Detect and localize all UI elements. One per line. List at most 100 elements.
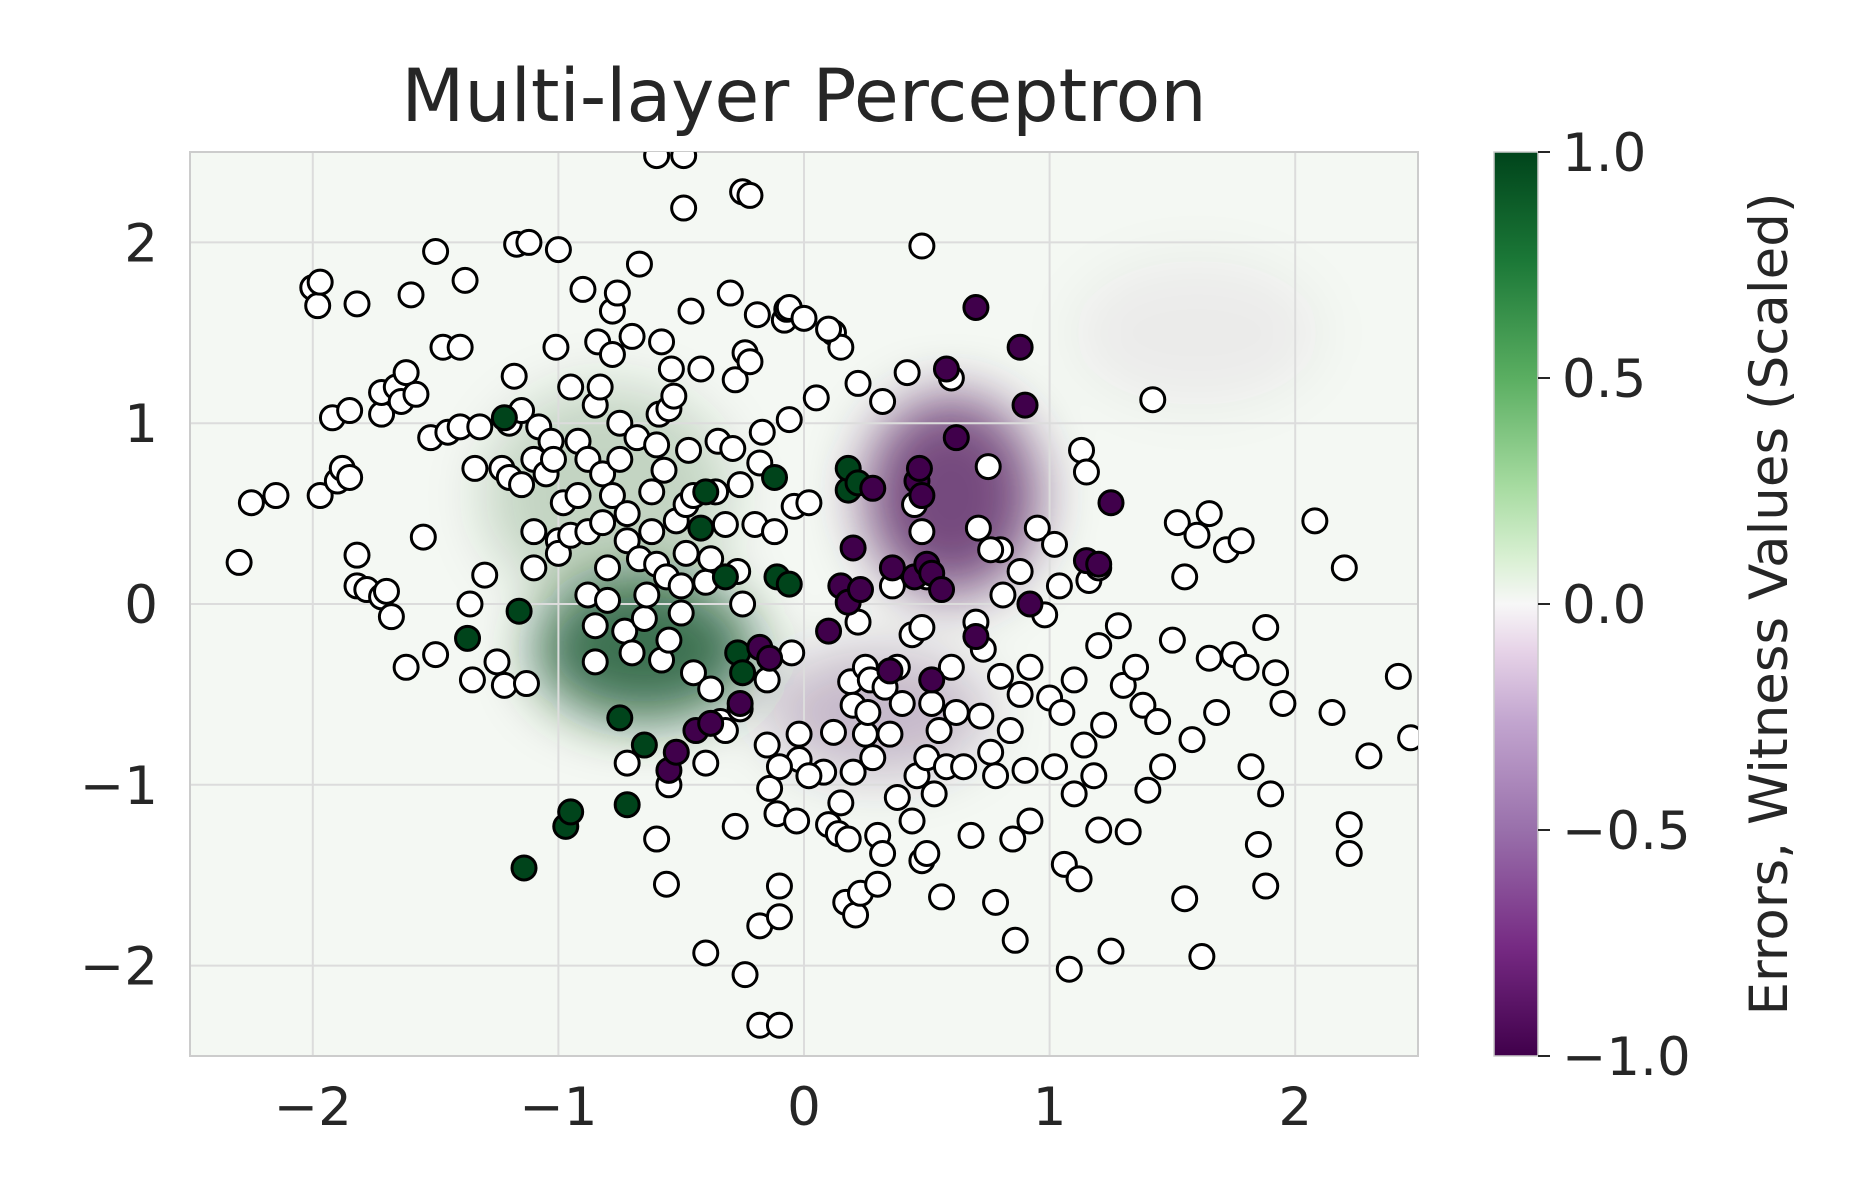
scatter-point-error-negative <box>908 482 936 510</box>
scatter-point-correct <box>839 758 867 786</box>
scatter-point-correct <box>392 653 420 681</box>
scatter-point-correct <box>336 463 364 491</box>
scatter-point-correct <box>1355 742 1383 770</box>
scatter-point-correct <box>262 482 290 510</box>
scatter-point-correct <box>1001 926 1029 954</box>
scatter-point-correct <box>1171 885 1199 913</box>
scatter-point-correct <box>1335 811 1363 839</box>
scatter-point-correct <box>864 870 892 898</box>
scatter-point-correct <box>1237 753 1265 781</box>
scatter-point-correct <box>795 762 823 790</box>
scatter-point-correct <box>594 554 622 582</box>
scatter-point-error-negative <box>1097 489 1125 517</box>
scatter-point-correct <box>785 720 813 748</box>
scatter-point-correct <box>557 373 585 401</box>
scatter-point-correct <box>670 152 698 170</box>
scatter-point-correct <box>594 586 622 614</box>
scatter-point-correct <box>650 456 678 484</box>
scatter-point-error-positive <box>510 854 538 882</box>
x-axis-ticks: −2 −1 0 1 2 <box>274 1077 1312 1138</box>
scatter-point-correct <box>928 883 956 911</box>
scatter-point-correct <box>819 718 847 746</box>
scatter-point-correct <box>859 744 887 772</box>
scatter-point-correct <box>569 275 597 303</box>
scatter-point-correct <box>815 315 843 343</box>
scatter-point-correct <box>765 872 793 900</box>
scatter-point-correct <box>964 514 992 542</box>
scatter-point-correct <box>613 500 641 528</box>
scatter-point-correct <box>633 581 661 609</box>
scatter-point-error-negative <box>756 644 784 672</box>
scatter-point-correct <box>508 471 536 499</box>
scatter-point-correct <box>729 590 757 618</box>
scatter-point-correct <box>1203 698 1231 726</box>
scatter-point-correct <box>1065 865 1093 893</box>
scatter-point-correct <box>1188 943 1216 971</box>
scatter-point-correct <box>520 554 548 582</box>
scatter-point-correct <box>515 228 543 256</box>
scatter-point-error-negative <box>876 657 904 685</box>
scatter-point-correct <box>795 489 823 517</box>
scatter-point-correct <box>483 648 511 676</box>
scatter-point-correct <box>392 359 420 387</box>
scatter-point-correct <box>606 445 634 473</box>
y-tick-label: 0 <box>124 575 158 636</box>
scatter-point-correct <box>402 380 430 408</box>
scatter-point-error-negative <box>918 666 946 694</box>
scatter-point-correct <box>756 774 784 802</box>
scatter-point-correct <box>692 939 720 967</box>
scatter-point-correct <box>1016 653 1044 681</box>
scatter-point-error-positive <box>729 659 757 687</box>
scatter-point-error-negative <box>839 534 867 562</box>
scatter-point-correct <box>721 812 749 840</box>
scatter-point-correct <box>1318 698 1346 726</box>
scatter-point-error-negative <box>815 617 843 645</box>
scatter-point-error-negative <box>1085 550 1113 578</box>
scatter-point-correct <box>761 518 789 546</box>
scatter-point-correct <box>1183 521 1211 549</box>
grid <box>190 152 1418 1056</box>
scatter-points <box>225 152 1418 1039</box>
scatter-point-correct <box>652 870 680 898</box>
scatter-point-correct <box>851 720 879 748</box>
scatter-point-correct <box>748 418 776 446</box>
scatter-point-correct <box>672 539 700 567</box>
scatter-point-correct <box>1045 572 1073 600</box>
scatter-point-correct <box>982 762 1010 790</box>
scatter-point-error-positive <box>613 791 641 819</box>
scatter-point-correct <box>1232 653 1260 681</box>
scatter-point-correct <box>898 807 926 835</box>
scatter-point-correct <box>844 369 872 397</box>
scatter-point-correct <box>977 536 1005 564</box>
scatter-point-correct <box>726 471 754 499</box>
scatter-point-correct <box>687 355 715 383</box>
scatter-point-correct <box>731 961 759 989</box>
scatter-point-error-positive <box>557 798 585 826</box>
scatter-point-correct <box>1114 818 1142 846</box>
scatter-point-correct <box>466 413 494 441</box>
scatter-point-correct <box>471 561 499 589</box>
scatter-point-correct <box>1171 563 1199 591</box>
scatter-point-correct <box>986 662 1014 690</box>
scatter-point-correct <box>500 362 528 390</box>
field-blob <box>1074 260 1320 406</box>
scatter-point-correct <box>667 599 695 627</box>
scatter-point-error-positive <box>490 404 518 432</box>
scatter-point-correct <box>603 279 631 307</box>
scatter-point-correct <box>753 666 781 694</box>
scatter-point-correct <box>736 181 764 209</box>
scatter-point-correct <box>544 236 572 264</box>
scatter-point-correct <box>643 431 671 459</box>
scatter-point-correct <box>1023 514 1051 542</box>
colorbar-label: Errors, Witness Values (Scaled) <box>1739 192 1800 1015</box>
scatter-point-correct <box>1011 756 1039 784</box>
scatter-point-correct <box>1090 711 1118 739</box>
scatter-point-correct <box>790 304 818 332</box>
scatter-point-correct <box>660 382 688 410</box>
scatter-point-correct <box>942 698 970 726</box>
scatter-point-error-positive <box>711 563 739 591</box>
scatter-point-correct <box>1080 762 1108 790</box>
scatter-point-correct <box>842 901 870 929</box>
colorbar <box>1493 151 1539 1057</box>
scatter-point-correct <box>679 659 707 687</box>
